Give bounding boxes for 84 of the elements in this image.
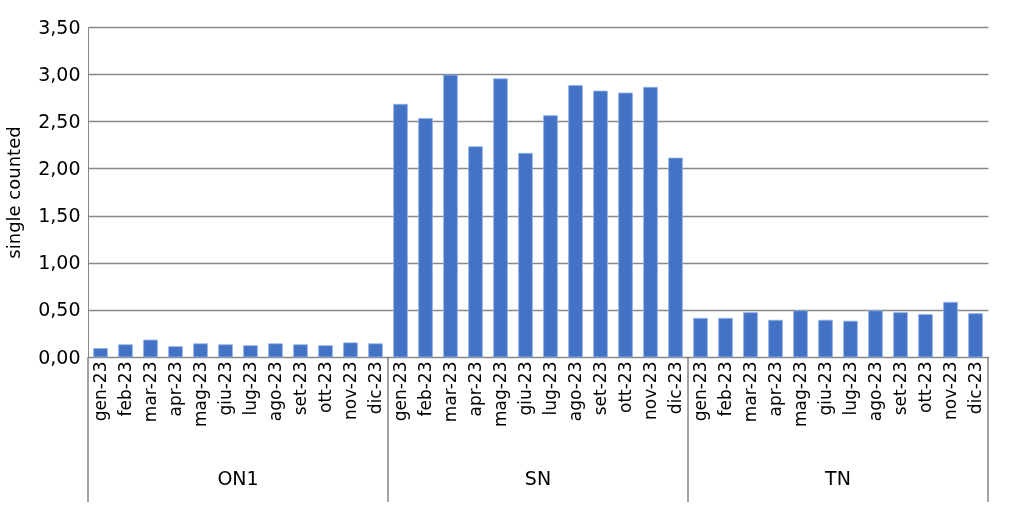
x-tick-label: giu-23: [514, 361, 535, 416]
y-axis-title: single counted: [3, 126, 25, 259]
x-tick-label: ago-23: [864, 361, 885, 422]
text: ON1: [217, 467, 259, 489]
bar: [618, 92, 633, 358]
bar: [118, 344, 133, 358]
x-tick-label: ott-23: [614, 361, 635, 413]
x-tick-label: set-23: [889, 361, 910, 416]
y-tick-label: 2,00: [38, 156, 81, 179]
bar: [343, 342, 358, 358]
x-tick-label: mar-23: [739, 361, 760, 423]
x-tick-label: ago-23: [264, 361, 285, 422]
bar: [443, 74, 458, 358]
bar: [568, 85, 583, 358]
x-tick-label: ott-23: [314, 361, 335, 413]
bar: [718, 317, 733, 358]
bar: [868, 310, 883, 358]
x-tick-label: nov-23: [639, 361, 660, 421]
x-tick-label: lug-23: [239, 361, 260, 416]
x-tick-label: lug-23: [839, 361, 860, 416]
bar: [193, 343, 208, 358]
x-tick-label: dic-23: [364, 361, 385, 415]
bar: [593, 90, 608, 358]
bar: [793, 310, 808, 358]
bar: [693, 317, 708, 358]
x-tick-label: gen-23: [89, 361, 110, 422]
x-tick-label: ott-23: [914, 361, 935, 413]
y-tick-label: 0,00: [38, 345, 81, 368]
bar: [843, 320, 858, 358]
x-tick-label: giu-23: [214, 361, 235, 416]
bar: [318, 345, 333, 358]
x-tick-label: apr-23: [464, 361, 485, 417]
bar: [243, 345, 258, 358]
y-tick-label: 1,00: [38, 251, 81, 274]
x-tick-label: giu-23: [814, 361, 835, 416]
x-tick-label: feb-23: [414, 361, 435, 417]
bar: [493, 78, 508, 358]
bar: [418, 118, 433, 358]
bar: [468, 146, 483, 358]
bar: [893, 312, 908, 358]
bar: [93, 348, 108, 358]
x-tick-label: mar-23: [139, 361, 160, 423]
bar: [643, 86, 658, 358]
bar: [518, 152, 533, 358]
x-tick-label: mag-23: [189, 361, 210, 428]
bar: [768, 319, 783, 358]
y-tick-label: 2,50: [38, 109, 81, 132]
bar: [393, 103, 408, 358]
bar: [818, 319, 833, 358]
y-tick-label: 3,00: [38, 62, 81, 85]
x-tick-label: gen-23: [389, 361, 410, 422]
bar: [943, 301, 958, 358]
y-tick-label: 3,50: [38, 15, 81, 38]
bar: [293, 344, 308, 358]
x-tick-label: apr-23: [764, 361, 785, 417]
x-tick-label: mag-23: [789, 361, 810, 428]
bar: [743, 312, 758, 358]
x-tick-label: set-23: [289, 361, 310, 416]
x-tick-label: set-23: [589, 361, 610, 416]
bar: [268, 343, 283, 358]
bar: [543, 115, 558, 358]
x-tick-label: gen-23: [689, 361, 710, 422]
x-tick-label: dic-23: [964, 361, 985, 415]
bar: [168, 346, 183, 358]
x-tick-label: ago-23: [564, 361, 585, 422]
x-tick-label: nov-23: [939, 361, 960, 421]
x-tick-label: feb-23: [714, 361, 735, 417]
x-tick-label: lug-23: [539, 361, 560, 416]
x-tick-label: mag-23: [489, 361, 510, 428]
x-tick-label: nov-23: [339, 361, 360, 421]
y-tick-label: 1,50: [38, 204, 81, 227]
bar: [668, 157, 683, 358]
y-tick-label: 0,50: [38, 298, 81, 321]
text: SN: [524, 467, 552, 489]
bar: [143, 339, 158, 358]
text: TN: [824, 467, 851, 489]
x-tick-label: mar-23: [439, 361, 460, 423]
x-tick-label: dic-23: [664, 361, 685, 415]
x-tick-label: feb-23: [114, 361, 135, 417]
bar: [368, 343, 383, 358]
bar: [218, 344, 233, 358]
bar: [918, 314, 933, 358]
x-tick-label: apr-23: [164, 361, 185, 417]
bar: [968, 313, 983, 358]
